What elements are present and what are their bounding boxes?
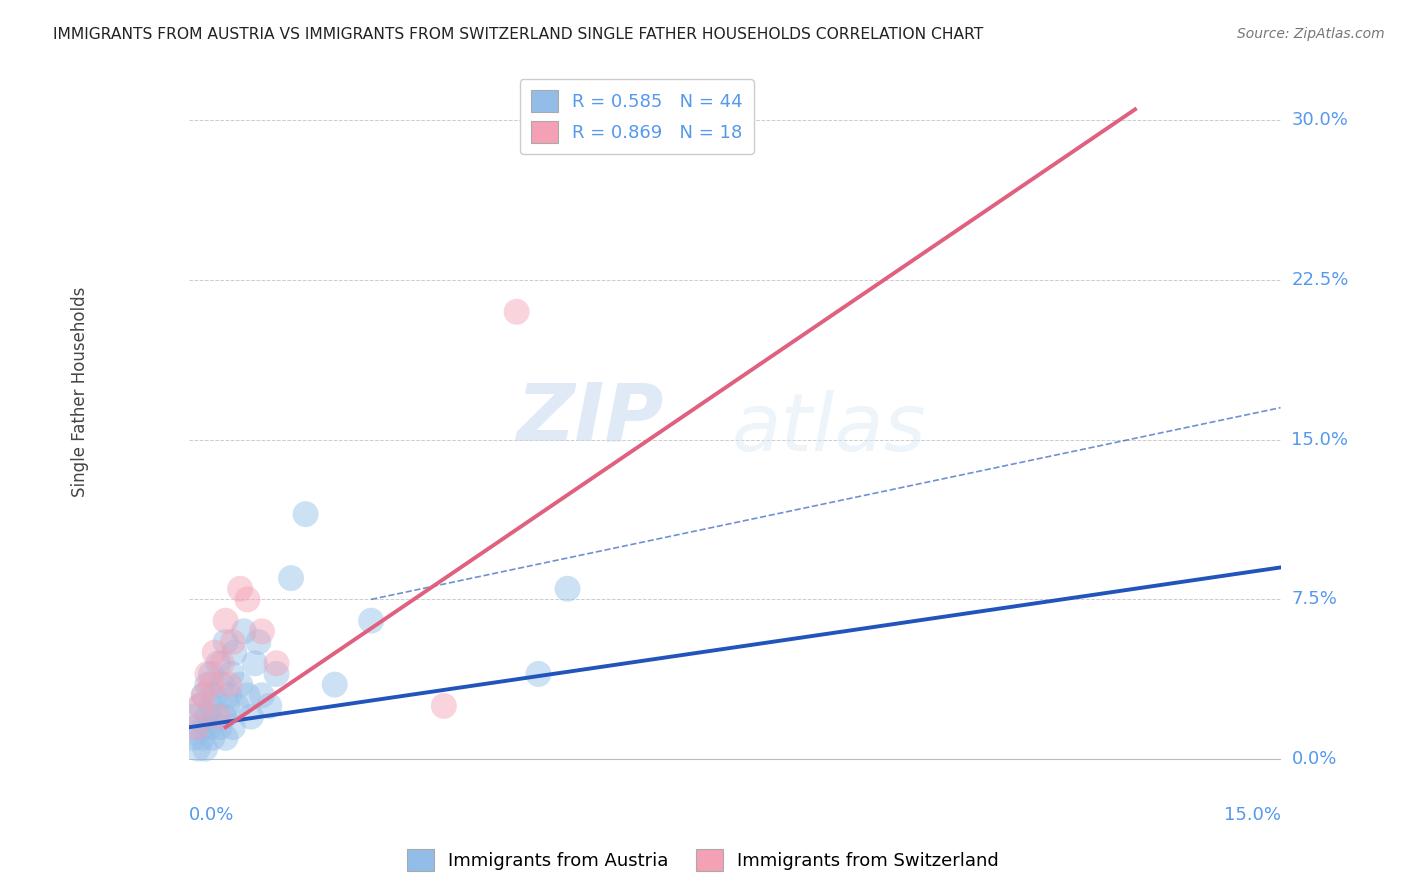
Point bbox=[212, 709, 235, 723]
Text: 30.0%: 30.0% bbox=[1292, 111, 1348, 129]
Point bbox=[236, 688, 259, 702]
Point bbox=[207, 709, 229, 723]
Point bbox=[229, 582, 252, 596]
Point bbox=[205, 709, 228, 723]
Point bbox=[186, 720, 208, 734]
Point bbox=[200, 698, 222, 713]
Point bbox=[211, 657, 233, 671]
Point bbox=[236, 592, 259, 607]
Point bbox=[208, 720, 231, 734]
Text: atlas: atlas bbox=[733, 390, 927, 468]
Legend: R = 0.585   N = 44, R = 0.869   N = 18: R = 0.585 N = 44, R = 0.869 N = 18 bbox=[520, 79, 754, 154]
Point bbox=[214, 731, 236, 745]
Text: 0.0%: 0.0% bbox=[190, 806, 235, 824]
Point bbox=[505, 305, 527, 319]
Point bbox=[194, 741, 217, 756]
Point bbox=[218, 688, 240, 702]
Text: 22.5%: 22.5% bbox=[1292, 271, 1348, 289]
Point bbox=[200, 667, 222, 681]
Point bbox=[360, 614, 382, 628]
Text: 15.0%: 15.0% bbox=[1292, 431, 1348, 449]
Text: Single Father Households: Single Father Households bbox=[72, 286, 89, 497]
Legend: Immigrants from Austria, Immigrants from Switzerland: Immigrants from Austria, Immigrants from… bbox=[399, 842, 1007, 879]
Text: 0.0%: 0.0% bbox=[1292, 750, 1337, 768]
Point bbox=[222, 635, 245, 649]
Point bbox=[247, 635, 270, 649]
Point bbox=[225, 698, 247, 713]
Point bbox=[198, 720, 221, 734]
Point bbox=[204, 646, 226, 660]
Point bbox=[323, 677, 346, 691]
Point bbox=[651, 103, 673, 117]
Text: ZIP: ZIP bbox=[516, 379, 664, 458]
Point bbox=[186, 720, 208, 734]
Point bbox=[214, 635, 236, 649]
Text: 7.5%: 7.5% bbox=[1292, 591, 1337, 608]
Point bbox=[266, 657, 288, 671]
Point bbox=[557, 582, 579, 596]
Point bbox=[224, 646, 246, 660]
Point bbox=[229, 677, 252, 691]
Point bbox=[243, 657, 266, 671]
Point bbox=[193, 688, 215, 702]
Point bbox=[211, 677, 233, 691]
Point bbox=[197, 677, 219, 691]
Point bbox=[433, 698, 456, 713]
Point bbox=[218, 677, 240, 691]
Point bbox=[294, 507, 316, 521]
Point bbox=[197, 709, 219, 723]
Text: 15.0%: 15.0% bbox=[1223, 806, 1281, 824]
Point bbox=[200, 677, 222, 691]
Point bbox=[188, 698, 211, 713]
Point bbox=[250, 688, 273, 702]
Point bbox=[266, 667, 288, 681]
Point bbox=[221, 667, 243, 681]
Point bbox=[207, 657, 229, 671]
Point bbox=[250, 624, 273, 639]
Text: IMMIGRANTS FROM AUSTRIA VS IMMIGRANTS FROM SWITZERLAND SINGLE FATHER HOUSEHOLDS : IMMIGRANTS FROM AUSTRIA VS IMMIGRANTS FR… bbox=[53, 27, 984, 42]
Point bbox=[191, 731, 214, 745]
Point bbox=[193, 720, 215, 734]
Point bbox=[222, 720, 245, 734]
Point bbox=[527, 667, 550, 681]
Point bbox=[193, 688, 215, 702]
Point bbox=[187, 741, 209, 756]
Point bbox=[197, 667, 219, 681]
Point bbox=[257, 698, 280, 713]
Point bbox=[214, 614, 236, 628]
Point bbox=[188, 698, 211, 713]
Point bbox=[240, 709, 263, 723]
Text: Source: ZipAtlas.com: Source: ZipAtlas.com bbox=[1237, 27, 1385, 41]
Point bbox=[181, 731, 204, 745]
Point bbox=[215, 698, 238, 713]
Point bbox=[204, 688, 226, 702]
Point bbox=[184, 709, 207, 723]
Point bbox=[201, 731, 224, 745]
Point bbox=[280, 571, 302, 585]
Point bbox=[232, 624, 254, 639]
